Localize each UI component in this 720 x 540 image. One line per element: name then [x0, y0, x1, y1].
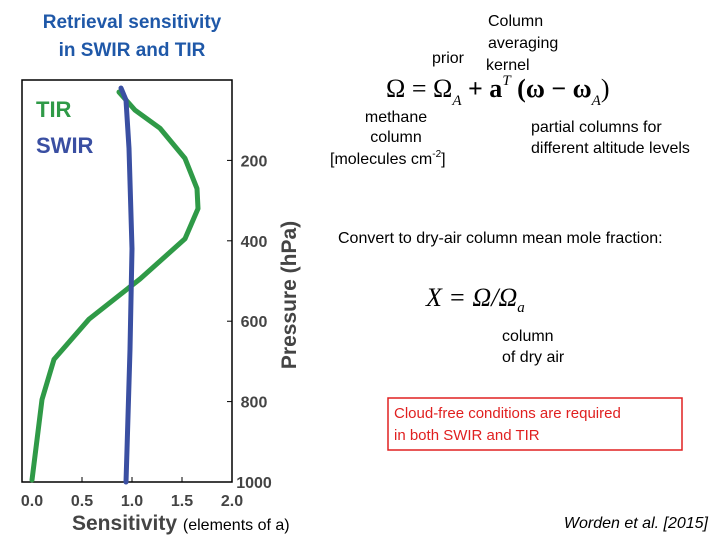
x-tick-label: 0.5 [71, 493, 93, 510]
y-tick-label: 800 [241, 395, 268, 412]
equation-part: Ω = Ω [386, 74, 452, 103]
equation-part: ) [601, 74, 610, 103]
label-partial: partial columns for [531, 119, 662, 136]
x-tick-label: 2.0 [221, 493, 243, 510]
title-line: in SWIR and TIR [59, 40, 206, 61]
mole-fraction-part: a [517, 300, 525, 316]
series-line [118, 85, 135, 485]
equation: Ω = ΩA + aT (ω − ωA) [386, 73, 609, 109]
x-tick-label: 0.0 [21, 493, 43, 510]
label-dry-air: column [502, 328, 554, 345]
y-axis-label: Pressure (hPa) [278, 221, 301, 369]
label-partial: different altitude levels [531, 140, 690, 157]
y-tick-label: 400 [241, 234, 268, 251]
y-tick-label: 200 [241, 153, 268, 170]
label-methane-part: -2 [432, 149, 441, 160]
x-axis-label-part: Sensitivity [72, 512, 177, 535]
equation-part: (ω − ω [511, 74, 592, 103]
x-tick-label: 1.5 [171, 493, 193, 510]
label-kernel: Column [488, 13, 543, 30]
equation-part: A [451, 93, 462, 109]
plot: 0.0 0.5 1.0 1.5 2.0 200 400 600 800 1000 TIR SWIR [21, 85, 272, 510]
mole-fraction-part: X = Ω/Ω [425, 283, 517, 312]
series-line [29, 89, 201, 483]
label-prior: prior [432, 50, 465, 67]
mole-fraction: X = Ω/Ωa [425, 283, 525, 316]
label-methane-part: [molecules cm [330, 151, 432, 168]
label-dry-air: of dry air [502, 349, 565, 366]
title-line: Retrieval sensitivity [43, 12, 222, 33]
x-axis-label: Sensitivity (elements of a) [72, 512, 290, 535]
y-tick-label: 1000 [236, 475, 272, 492]
x-axis-label-part: (elements of a) [183, 517, 290, 534]
label-methane: methane [365, 109, 427, 126]
label-kernel: kernel [486, 57, 530, 74]
y-tick-label: 600 [241, 314, 268, 331]
convert-text: Convert to dry-air column mean mole frac… [338, 230, 663, 247]
legend-label: TIR [36, 97, 72, 122]
label-methane: column [370, 129, 422, 146]
citation: Worden et al. [2015] [564, 515, 709, 532]
legend-label: SWIR [36, 133, 94, 158]
note-text: Cloud-free conditions are required [394, 405, 621, 422]
note-box [387, 397, 683, 451]
x-tick-label: 1.0 [121, 493, 143, 510]
equation-part: T [502, 73, 512, 89]
label-methane: [molecules cm-2] [330, 149, 446, 168]
equation-part: + a [461, 74, 502, 103]
label-kernel: averaging [488, 35, 558, 52]
equation-part: A [591, 93, 602, 109]
label-methane-part: ] [441, 151, 445, 168]
note-text: in both SWIR and TIR [394, 427, 540, 444]
